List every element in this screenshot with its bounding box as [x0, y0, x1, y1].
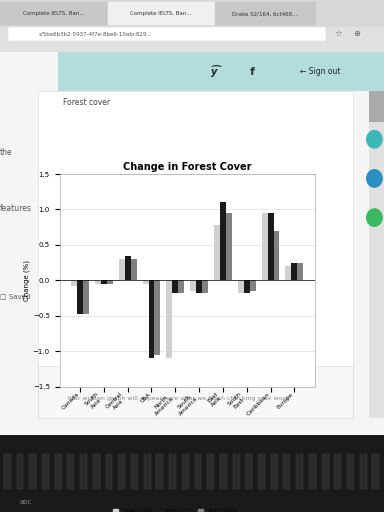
Circle shape: [367, 170, 382, 187]
Bar: [347, 455, 354, 489]
Bar: [125, 255, 131, 281]
Bar: [214, 225, 220, 281]
Bar: [369, 92, 384, 418]
Circle shape: [367, 131, 382, 148]
Bar: [149, 281, 154, 358]
Bar: [226, 213, 232, 281]
Title: Change in Forest Cover: Change in Forest Cover: [123, 162, 252, 172]
Text: y: y: [211, 67, 218, 77]
Text: features: features: [0, 204, 32, 214]
Bar: [106, 455, 113, 489]
FancyBboxPatch shape: [58, 52, 384, 91]
Text: the: the: [0, 148, 13, 157]
Bar: [119, 259, 125, 281]
Bar: [207, 455, 214, 489]
Text: Forest cover: Forest cover: [63, 98, 111, 107]
Bar: [178, 281, 184, 293]
Circle shape: [367, 209, 382, 226]
Bar: [17, 455, 23, 489]
Bar: [77, 281, 83, 314]
Bar: [334, 455, 341, 489]
Bar: [360, 455, 367, 489]
Text: Drake 52/164, 6ct468...: Drake 52/164, 6ct468...: [232, 11, 298, 16]
Bar: [131, 455, 138, 489]
Bar: [95, 281, 101, 284]
Bar: [285, 266, 291, 281]
Text: Complete IELTS, Ban...: Complete IELTS, Ban...: [131, 11, 192, 16]
Bar: [258, 455, 265, 489]
Text: Your written graph will appear here after we finish checking your work.: Your written graph will appear here afte…: [67, 396, 291, 401]
Text: □ Saved: □ Saved: [0, 293, 30, 299]
Bar: [55, 455, 61, 489]
Bar: [42, 455, 49, 489]
Bar: [309, 455, 316, 489]
Text: f: f: [250, 67, 255, 77]
Bar: [80, 455, 87, 489]
Bar: [268, 213, 273, 281]
Bar: [144, 455, 151, 489]
Bar: [220, 202, 226, 281]
Bar: [101, 281, 107, 284]
FancyBboxPatch shape: [0, 0, 384, 52]
FancyBboxPatch shape: [0, 52, 384, 435]
Bar: [156, 455, 163, 489]
Y-axis label: Change (%): Change (%): [23, 260, 30, 301]
Text: ☆: ☆: [334, 30, 342, 38]
Bar: [195, 455, 202, 489]
Bar: [8, 27, 326, 41]
Bar: [220, 455, 227, 489]
Bar: [369, 91, 384, 122]
Bar: [169, 455, 176, 489]
Bar: [322, 455, 329, 489]
Text: Complete IELTS, Ban...: Complete IELTS, Ban...: [23, 11, 84, 16]
Bar: [196, 281, 202, 293]
Text: Your progress: Your progress: [67, 372, 133, 381]
FancyBboxPatch shape: [38, 91, 353, 418]
Bar: [297, 263, 303, 281]
Bar: [172, 281, 178, 293]
Bar: [83, 281, 89, 314]
Bar: [245, 455, 252, 489]
Bar: [93, 455, 100, 489]
Text: ⊕: ⊕: [353, 30, 360, 38]
Bar: [296, 455, 303, 489]
Bar: [273, 231, 280, 281]
Bar: [142, 281, 149, 284]
Bar: [107, 281, 113, 284]
Bar: [250, 281, 256, 291]
Bar: [372, 455, 379, 489]
Bar: [154, 281, 161, 355]
Bar: [4, 455, 11, 489]
Text: ⁀: ⁀: [211, 67, 220, 77]
Bar: [283, 455, 290, 489]
Bar: [131, 259, 137, 281]
Bar: [233, 455, 240, 489]
FancyBboxPatch shape: [38, 366, 353, 418]
Text: aoc: aoc: [19, 499, 31, 505]
Bar: [202, 281, 208, 293]
Bar: [118, 455, 125, 489]
Text: ← Sign out: ← Sign out: [300, 67, 340, 76]
Bar: [68, 455, 74, 489]
Bar: [291, 263, 297, 281]
Bar: [262, 213, 268, 281]
Bar: [271, 455, 278, 489]
Bar: [244, 281, 250, 293]
Text: s/5be6b3b2-5937-4f7e-8be6-10abc829...: s/5be6b3b2-5937-4f7e-8be6-10abc829...: [38, 31, 152, 36]
Bar: [29, 455, 36, 489]
Bar: [238, 281, 244, 293]
Bar: [166, 281, 172, 358]
Legend: 1990-2000, 2000-2010, 2005-2010: 1990-2000, 2000-2010, 2005-2010: [111, 506, 238, 512]
Bar: [190, 281, 196, 291]
Bar: [71, 281, 77, 286]
Bar: [182, 455, 189, 489]
